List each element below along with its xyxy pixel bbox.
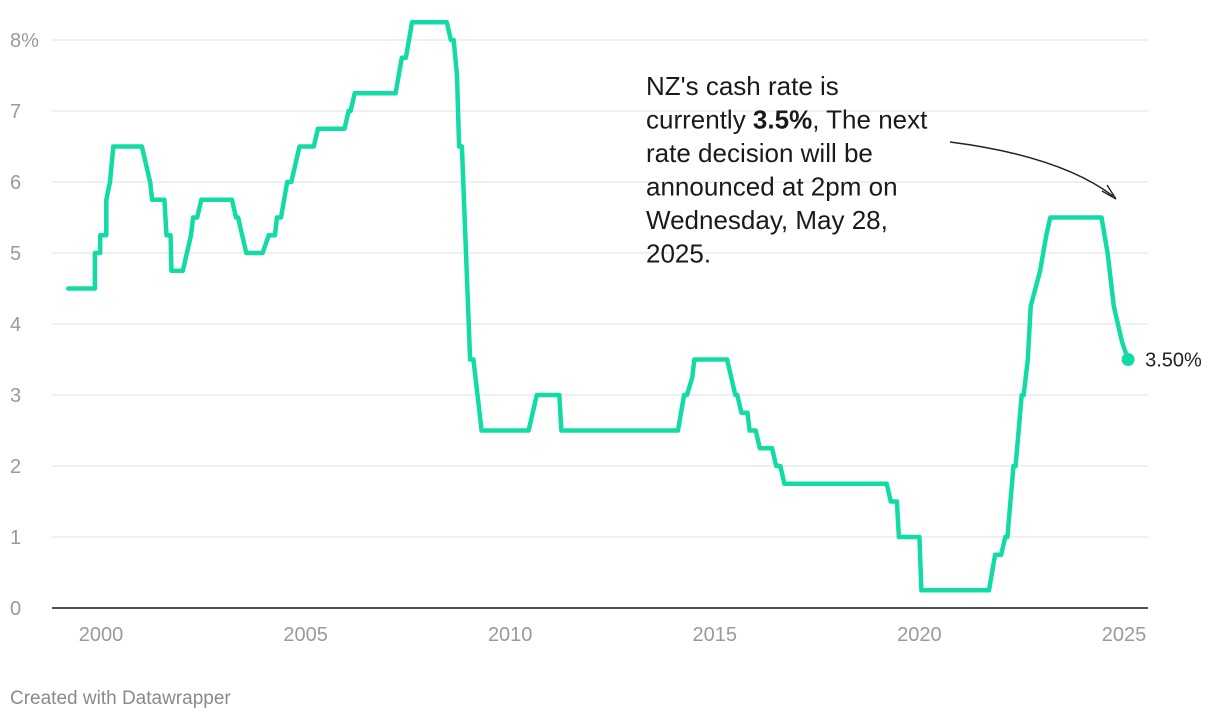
y-tick-label: 7 [10, 101, 21, 123]
x-axis-ticks: 2000 2005 2010 2015 2020 2025 [79, 624, 1147, 646]
x-tick-label: 2000 [79, 624, 124, 646]
annotation: NZ's cash rate is currently 3.5%, The nex… [646, 71, 1117, 269]
y-tick-label: 1 [10, 527, 21, 549]
x-tick-label: 2025 [1102, 624, 1147, 646]
x-tick-label: 2010 [488, 624, 533, 646]
y-tick-label: 5 [10, 243, 21, 265]
gridlines [52, 39, 1148, 538]
x-tick-label: 2005 [283, 624, 328, 646]
annotation-run: NZ's cash rate is [646, 71, 839, 101]
credit-text: Created with Datawrapper [10, 688, 231, 709]
annotation-arrow [949, 141, 1114, 197]
series-line [66, 20, 1131, 593]
y-tick-label: 2 [10, 456, 21, 478]
annotation-bold-run: 3.5% [753, 105, 812, 135]
annotation-run: announced at 2pm on [646, 172, 898, 202]
series-layer: 3.50% [66, 20, 1202, 593]
x-tick-label: 2020 [897, 624, 942, 646]
annotation-run: Wednesday, May 28, [646, 205, 888, 235]
y-tick-label: 4 [10, 314, 21, 336]
series-end-label: 3.50% [1145, 350, 1202, 372]
y-axis-ticks: 0 1 2 3 4 5 6 7 8% [10, 30, 39, 620]
series-end-point [1121, 353, 1135, 366]
annotation-run: rate decision will be [646, 138, 873, 168]
y-tick-label: 8% [10, 30, 39, 52]
annotation-run: , The next [812, 105, 928, 135]
y-tick-label: 3 [10, 385, 21, 407]
x-tick-label: 2015 [693, 624, 738, 646]
annotation-run: 2025. [646, 239, 711, 269]
annotation-arrowhead [1101, 184, 1117, 200]
y-tick-label: 6 [10, 172, 21, 194]
annotation-run: currently [646, 105, 753, 135]
y-tick-label: 0 [10, 598, 21, 620]
annotation-text: NZ's cash rate is currently 3.5%, The nex… [646, 71, 928, 269]
